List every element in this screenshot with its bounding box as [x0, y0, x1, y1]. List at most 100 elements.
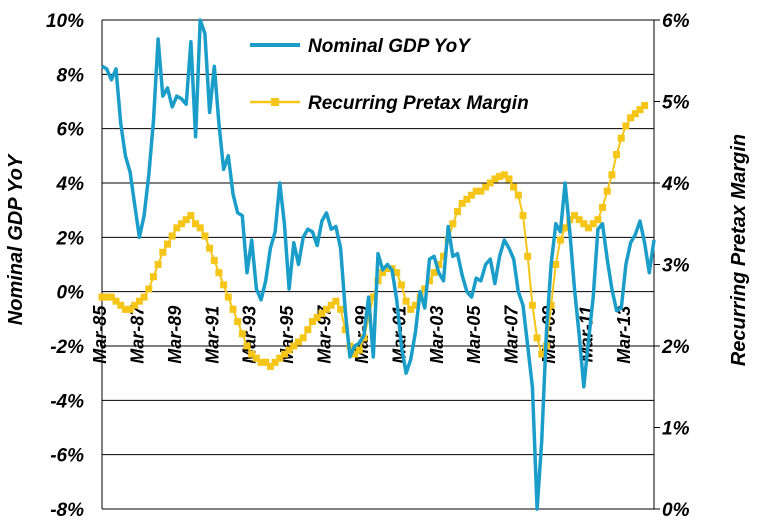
legend: Nominal GDP YoY Recurring Pretax Margin — [250, 36, 529, 114]
pretax-margin-point — [121, 305, 129, 313]
left-tick-label: 6% — [57, 120, 85, 141]
pretax-margin-point — [173, 224, 181, 232]
pretax-margin-point — [98, 293, 106, 301]
pretax-margin-point — [402, 297, 410, 305]
pretax-margin-point — [383, 265, 391, 273]
pretax-margin-point — [145, 285, 153, 293]
pretax-margin-point — [103, 293, 111, 301]
pretax-margin-point — [196, 224, 204, 232]
left-tick-label: 10% — [46, 11, 84, 32]
pretax-margin-point — [266, 362, 274, 370]
pretax-margin-point — [201, 232, 209, 240]
pretax-margin-point — [617, 134, 625, 142]
pretax-margin-point — [299, 334, 307, 342]
pretax-margin-point — [257, 358, 265, 366]
pretax-margin-point — [229, 305, 237, 313]
left-tick-label: 8% — [57, 65, 85, 86]
pretax-margin-point — [304, 326, 312, 334]
pretax-margin-point — [463, 195, 471, 203]
right-tick-label: 5% — [662, 93, 690, 114]
pretax-margin-point — [636, 106, 644, 114]
pretax-margin-point — [117, 301, 125, 309]
x-tick-label: Mar-13 — [614, 306, 634, 364]
pretax-margin-point — [594, 216, 602, 224]
pretax-margin-point — [243, 342, 251, 350]
pretax-margin-point — [533, 334, 541, 342]
pretax-margin-point — [585, 224, 593, 232]
pretax-margin-point — [159, 248, 167, 256]
pretax-margin-point — [491, 175, 499, 183]
pretax-margin-point — [589, 220, 597, 228]
x-tick-label: Mar-87 — [127, 305, 147, 364]
pretax-margin-point — [290, 342, 298, 350]
pretax-margin-point — [468, 191, 476, 199]
pretax-margin-point — [149, 273, 157, 281]
pretax-margin-point — [430, 269, 438, 277]
pretax-margin-point — [355, 346, 363, 354]
right-axis-tick-labels: 6% 5% 4% 3% 2% 1% 0% — [654, 11, 690, 521]
pretax-margin-point — [496, 172, 504, 180]
pretax-margin-point — [280, 350, 288, 358]
pretax-margin-point — [547, 301, 555, 309]
pretax-margin-point — [182, 216, 190, 224]
pretax-margin-point — [641, 102, 649, 110]
pretax-margin-point — [210, 256, 218, 264]
series-line-nominal-gdp — [101, 18, 656, 511]
right-tick-label: 0% — [662, 500, 690, 521]
x-tick-label: Mar-85 — [90, 305, 110, 364]
pretax-margin-point — [505, 175, 513, 183]
pretax-margin-point — [215, 269, 223, 277]
legend-label-pretax-margin: Recurring Pretax Margin — [308, 93, 529, 114]
right-axis-label: Recurring Pretax Margin — [728, 134, 750, 366]
series-lines — [98, 18, 656, 511]
pretax-margin-point — [519, 212, 527, 220]
pretax-margin-point — [397, 281, 405, 289]
pretax-margin-point — [248, 350, 256, 358]
pretax-margin-point — [131, 301, 139, 309]
pretax-margin-point — [238, 330, 246, 338]
pretax-margin-point — [192, 220, 200, 228]
pretax-margin-point — [220, 281, 228, 289]
pretax-margin-point — [486, 179, 494, 187]
pretax-margin-point — [140, 293, 148, 301]
pretax-margin-point — [575, 216, 583, 224]
pretax-margin-point — [276, 354, 284, 362]
pretax-margin-point — [608, 171, 616, 179]
pretax-margin-point — [425, 277, 433, 285]
right-tick-label: 4% — [661, 174, 690, 195]
pretax-margin-point — [323, 305, 331, 313]
pretax-margin-point — [163, 240, 171, 248]
pretax-margin-point — [458, 199, 466, 207]
pretax-margin-point — [285, 346, 293, 354]
pretax-margin-point — [337, 305, 345, 313]
pretax-margin-point — [524, 252, 532, 260]
pretax-margin-point — [309, 318, 317, 326]
pretax-margin-point — [421, 285, 429, 293]
pretax-margin-point — [341, 326, 349, 334]
pretax-margin-point — [369, 293, 377, 301]
pretax-margin-point — [294, 338, 302, 346]
left-tick-label: 2% — [56, 228, 85, 249]
left-axis-tick-labels: 10% 8% 6% 4% 2% 0% -2% -4% -6% -8% — [46, 11, 84, 521]
pretax-margin-point — [178, 220, 186, 228]
pretax-margin-point — [252, 354, 260, 362]
pretax-margin-point — [631, 110, 639, 118]
legend-label-nominal-gdp: Nominal GDP YoY — [308, 36, 472, 57]
x-tick-label: Mar-91 — [202, 306, 222, 364]
pretax-margin-point — [552, 261, 560, 268]
left-tick-label: -2% — [50, 337, 84, 358]
pretax-margin-point — [580, 220, 588, 228]
pretax-margin-point — [187, 212, 195, 220]
pretax-margin-point — [528, 301, 536, 309]
pretax-margin-point — [351, 350, 359, 358]
pretax-margin-point — [603, 187, 611, 195]
pretax-margin-point — [168, 232, 176, 240]
left-tick-label: -8% — [50, 500, 84, 521]
pretax-margin-point — [510, 183, 518, 191]
x-tick-label: Mar-03 — [427, 306, 447, 364]
right-tick-label: 6% — [662, 11, 690, 32]
pretax-margin-point — [472, 187, 480, 195]
pretax-margin-point — [112, 297, 120, 305]
pretax-margin-point — [514, 191, 522, 199]
